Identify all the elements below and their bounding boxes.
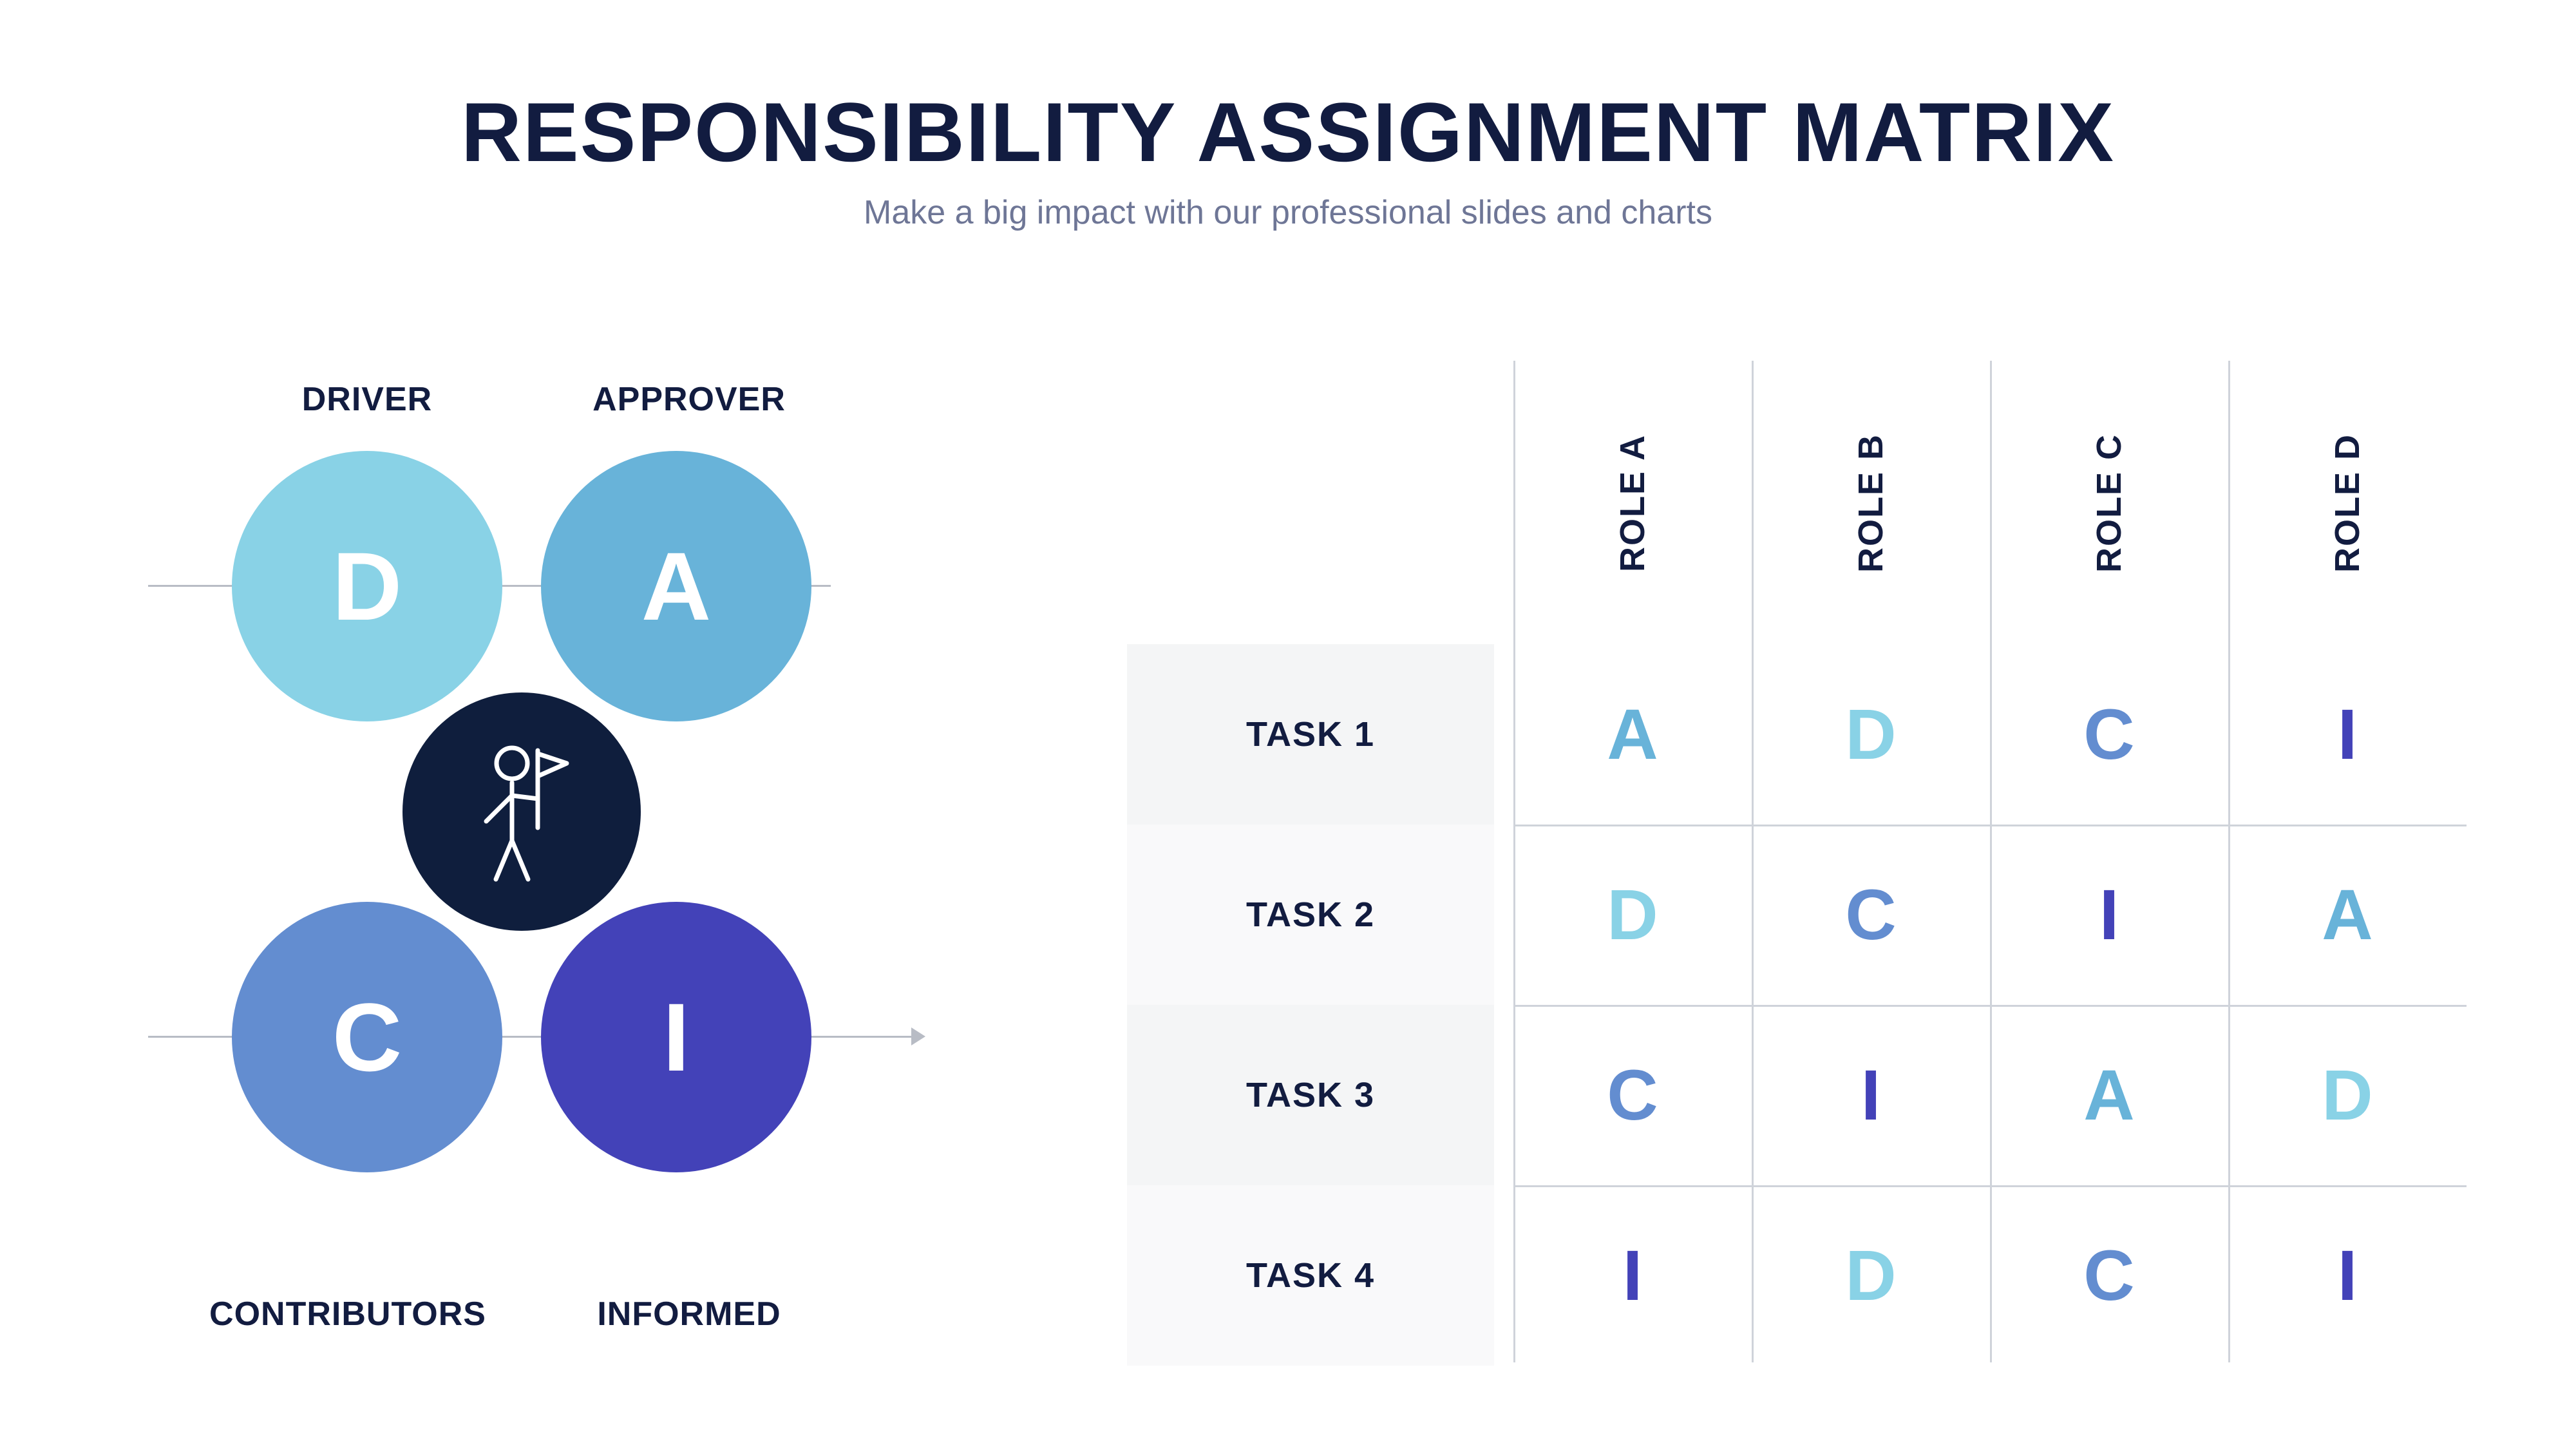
- matrix-cell: C: [1993, 649, 2225, 820]
- role-label-driver: DRIVER: [219, 380, 515, 419]
- matrix-cell: A: [1517, 649, 1748, 820]
- task-row: TASK 3: [1127, 1005, 1494, 1185]
- task-row: TASK 2: [1127, 825, 1494, 1005]
- circle-contributors: C: [232, 902, 502, 1172]
- matrix-cell: A: [2231, 830, 2463, 1000]
- page-title: RESPONSIBILITY ASSIGNMENT MATRIX: [0, 84, 2576, 180]
- task-row: TASK 4: [1127, 1185, 1494, 1366]
- column-header: ROLE C: [2089, 406, 2129, 600]
- matrix-cell: A: [1993, 1010, 2225, 1181]
- role-label-informed: INFORMED: [541, 1295, 837, 1333]
- task-label: TASK 3: [1246, 1075, 1375, 1115]
- matrix-cell: D: [1755, 1190, 1987, 1361]
- role-label-approver: APPROVER: [541, 380, 837, 419]
- grid-line-vertical: [1513, 361, 1515, 1362]
- center-circle: [402, 692, 641, 931]
- assignment-matrix: ROLE AROLE BROLE CROLE DTASK 1ADCITASK 2…: [1127, 361, 2467, 1366]
- matrix-cell: D: [2231, 1010, 2463, 1181]
- page-subtitle: Make a big impact with our professional …: [0, 193, 2576, 232]
- column-header: ROLE B: [1851, 406, 1891, 600]
- circle-driver: D: [232, 451, 502, 721]
- grid-line-horizontal: [1513, 1005, 2467, 1007]
- matrix-cell: C: [1517, 1010, 1748, 1181]
- task-row: TASK 1: [1127, 644, 1494, 825]
- daci-diagram: DRIVER APPROVER D A C I CONTRIBUTORS INF…: [167, 341, 940, 1372]
- circle-informed: I: [541, 902, 811, 1172]
- column-header: ROLE D: [2327, 406, 2367, 600]
- role-label-contributors: CONTRIBUTORS: [200, 1295, 496, 1333]
- task-label: TASK 4: [1246, 1255, 1375, 1295]
- matrix-cell: I: [1755, 1010, 1987, 1181]
- circle-approver: A: [541, 451, 811, 721]
- task-label: TASK 2: [1246, 895, 1375, 935]
- arrow-right-icon: [911, 1027, 925, 1045]
- grid-line-vertical: [1990, 361, 1992, 1362]
- matrix-cell: I: [1993, 830, 2225, 1000]
- person-flag-icon: [457, 738, 586, 886]
- grid-line-vertical: [2228, 361, 2230, 1362]
- matrix-cell: C: [1755, 830, 1987, 1000]
- matrix-cell: C: [1993, 1190, 2225, 1361]
- grid-line-horizontal: [1513, 1185, 2467, 1187]
- task-label: TASK 1: [1246, 714, 1375, 754]
- matrix-cell: D: [1517, 830, 1748, 1000]
- matrix-cell: D: [1755, 649, 1987, 820]
- matrix-cell: I: [2231, 1190, 2463, 1361]
- grid-line-vertical: [1752, 361, 1754, 1362]
- column-header: ROLE A: [1613, 406, 1653, 600]
- grid-line-horizontal: [1513, 825, 2467, 826]
- matrix-cell: I: [2231, 649, 2463, 820]
- matrix-cell: I: [1517, 1190, 1748, 1361]
